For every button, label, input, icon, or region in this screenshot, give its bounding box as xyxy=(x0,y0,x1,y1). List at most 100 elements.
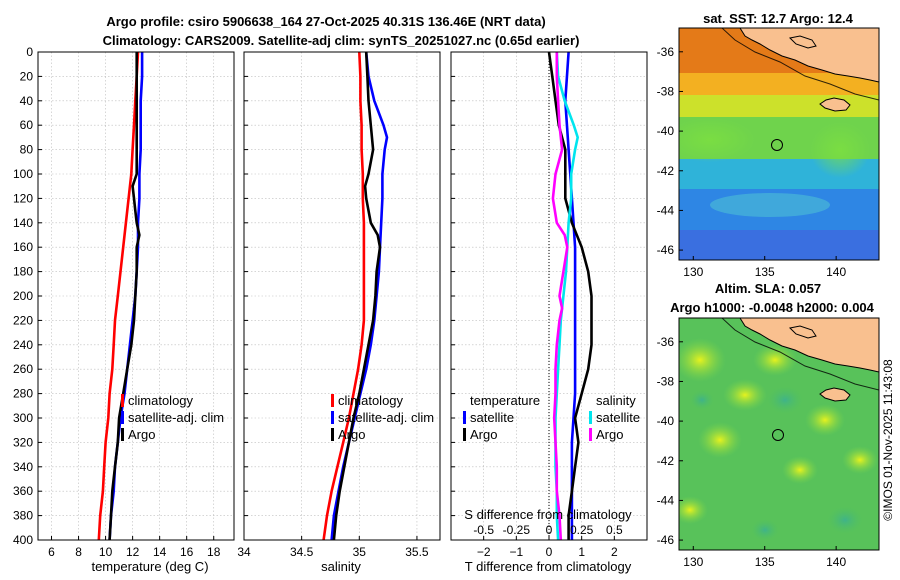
sst-map-title: sat. SST: 12.7 Argo: 12.4 xyxy=(703,11,854,26)
x-tick-label: 35 xyxy=(353,545,367,559)
figure-title-line1: Argo profile: csiro 5906638_164 27-Oct-2… xyxy=(106,14,545,29)
y-tick-label: 300 xyxy=(13,411,33,425)
legend-label-climatology: climatology xyxy=(128,393,194,408)
series-line-temperature-satellite xyxy=(563,51,577,540)
y-tick-label: 20 xyxy=(20,69,34,83)
y-tick-label: 40 xyxy=(20,94,34,108)
legend-title-temperature: temperature xyxy=(470,393,540,408)
x-tick-label: 16 xyxy=(180,545,194,559)
x-tick-label: 14 xyxy=(153,545,167,559)
map-x-tick-label: 135 xyxy=(755,555,775,569)
legend-label-t-satellite: satellite xyxy=(470,410,514,425)
sla-profile-marker xyxy=(772,429,784,441)
x-tick-label: 34.5 xyxy=(290,545,314,559)
series-line-salinity-argo xyxy=(551,52,569,541)
y-tick-label: 140 xyxy=(13,216,33,230)
difference-panel: −2 −1 0 1 2 -0.5 -0.25 0 0.25 0.5 xyxy=(450,51,648,559)
sla-map-title: Altim. SLA: 0.057 xyxy=(715,281,821,296)
salinity-xlabel: salinity xyxy=(321,559,361,574)
y-tick-label: 100 xyxy=(13,167,33,181)
y-tick-label: 0 xyxy=(26,45,33,59)
sla-map-frame xyxy=(678,317,880,551)
legend-swatch-climatology xyxy=(121,394,124,407)
y-tick-label: 60 xyxy=(20,118,34,132)
x-tick-label: 35.5 xyxy=(405,545,429,559)
legend-label-s-satellite: satellite xyxy=(596,410,640,425)
y-tick-label: 260 xyxy=(13,362,33,376)
difference-legend-temperature: temperature satellite Argo xyxy=(463,393,540,442)
map-y-tick-label: -42 xyxy=(657,454,675,468)
legend-swatch-satellite xyxy=(331,411,334,424)
x-tick-label: 8 xyxy=(75,545,82,559)
map-y-tick-label: -46 xyxy=(657,243,675,257)
temperature-xlabel: temperature (deg C) xyxy=(91,559,208,574)
legend-swatch-t-argo xyxy=(463,428,466,441)
y-tick-label: 320 xyxy=(13,435,33,449)
map-y-tick-label: -44 xyxy=(657,203,675,217)
legend-swatch-s-satellite xyxy=(589,411,592,424)
figure-title-line2: Climatology: CARS2009. Satellite-adj cli… xyxy=(103,33,580,48)
legend-label-satellite: satellite-adj. clim xyxy=(128,410,224,425)
legend-swatch-argo xyxy=(331,428,334,441)
secondary-tick-label: 0 xyxy=(546,523,553,537)
x-tick-label: 0 xyxy=(546,545,553,559)
map-x-tick-label: 140 xyxy=(826,265,846,279)
legend-swatch-argo xyxy=(121,428,124,441)
timestamp: ©IMOS 01-Nov-2025 11:43:08 xyxy=(881,359,895,521)
x-tick-label: 1 xyxy=(578,545,585,559)
map-x-tick-label: 130 xyxy=(683,265,703,279)
x-tick-label: 34 xyxy=(237,545,251,559)
sst-map-ticks: 130 135 140 -36 -38 -40 -42 -44 -46 xyxy=(657,45,847,279)
y-tick-label: 240 xyxy=(13,338,33,352)
difference-top-xlabel: S difference from climatology xyxy=(464,507,632,522)
secondary-tick-label: 0.5 xyxy=(606,523,623,537)
map-y-tick-label: -38 xyxy=(657,84,675,98)
difference-legend-salinity: salinity satellite Argo xyxy=(589,393,640,442)
legend-label-t-argo: Argo xyxy=(470,427,497,442)
legend-swatch-t-satellite xyxy=(463,411,466,424)
sst-profile-marker xyxy=(771,139,783,151)
legend-swatch-satellite xyxy=(121,411,124,424)
series-line-climatology xyxy=(97,51,140,541)
difference-xlabel: T difference from climatology xyxy=(465,559,632,574)
legend-label-s-argo: Argo xyxy=(596,427,623,442)
legend-title-salinity: salinity xyxy=(596,393,636,408)
map-y-tick-label: -36 xyxy=(657,335,675,349)
legend-swatch-climatology xyxy=(331,394,334,407)
sst-map xyxy=(679,28,879,260)
x-tick-label: 2 xyxy=(611,545,618,559)
sla-map xyxy=(679,318,879,550)
salinity-panel: 34 34.5 35 35.5 xyxy=(237,51,441,559)
sst-map-frame xyxy=(678,27,880,261)
y-tick-label: 220 xyxy=(13,313,33,327)
sla-map-subtitle: Argo h1000: -0.0048 h2000: 0.004 xyxy=(670,300,875,315)
y-tick-label: 200 xyxy=(13,289,33,303)
legend-label-satellite: satellite-adj. clim xyxy=(338,410,434,425)
legend-swatch-s-argo xyxy=(589,428,592,441)
y-tick-label: 280 xyxy=(13,387,33,401)
y-tick-label: 400 xyxy=(13,533,33,547)
x-tick-label: 6 xyxy=(48,545,55,559)
legend-label-argo: Argo xyxy=(128,427,155,442)
map-y-tick-label: -36 xyxy=(657,45,675,59)
x-tick-label: 18 xyxy=(207,545,221,559)
y-tick-label: 160 xyxy=(13,240,33,254)
y-tick-label: 80 xyxy=(20,143,34,157)
x-tick-label: 12 xyxy=(126,545,140,559)
secondary-tick-label: -0.25 xyxy=(503,523,531,537)
map-y-tick-label: -38 xyxy=(657,374,675,388)
map-y-tick-label: -40 xyxy=(657,124,675,138)
secondary-tick-label: 0.25 xyxy=(570,523,594,537)
x-tick-label: −1 xyxy=(509,545,523,559)
map-y-tick-label: -46 xyxy=(657,533,675,547)
y-tick-label: 120 xyxy=(13,191,33,205)
salinity-legend: climatology satellite-adj. clim Argo xyxy=(331,393,434,442)
map-x-tick-label: 135 xyxy=(755,265,775,279)
map-y-tick-label: -40 xyxy=(657,414,675,428)
sla-map-ticks: 130 135 140 -36 -38 -40 -42 -44 -46 xyxy=(657,335,847,569)
series-line-argo xyxy=(108,52,141,541)
y-tick-label: 380 xyxy=(13,509,33,523)
x-tick-label: −2 xyxy=(477,545,491,559)
